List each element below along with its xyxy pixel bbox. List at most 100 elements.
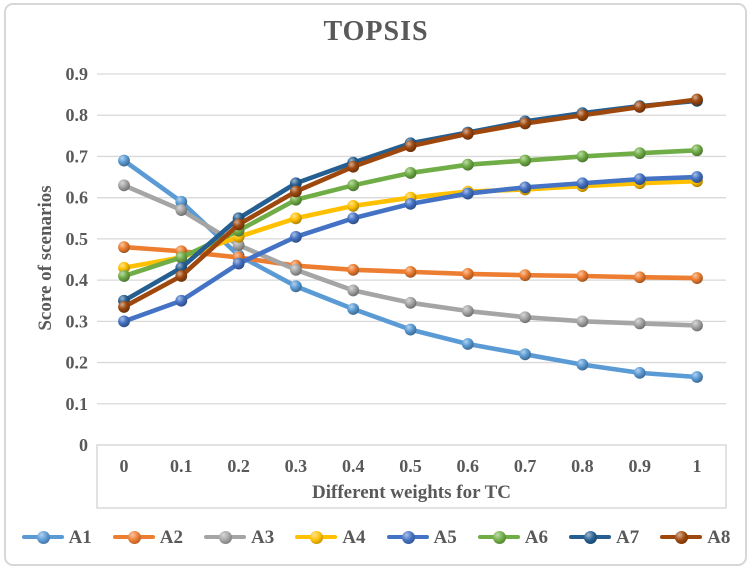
data-point-A5: [347, 212, 360, 225]
data-point-A8: [404, 140, 417, 153]
x-tick-label: 0.6: [457, 456, 480, 476]
data-point-A5: [404, 197, 417, 210]
legend-dot-icon: [36, 531, 50, 544]
data-point-A1: [404, 323, 417, 336]
legend-dot-icon: [492, 531, 506, 544]
legend-item-A8: A8: [660, 528, 730, 547]
data-point-A1: [519, 348, 531, 361]
data-point-A8: [232, 218, 245, 231]
x-tick-label: 0.1: [170, 456, 193, 476]
data-point-A2: [576, 270, 589, 282]
data-point-A8: [175, 270, 188, 282]
data-point-A6: [576, 150, 589, 163]
legend-item-A2: A2: [112, 526, 184, 548]
data-point-A3: [347, 284, 360, 297]
x-tick-label: 0.9: [628, 456, 651, 476]
data-point-A6: [633, 147, 646, 160]
x-tick-label: 0: [120, 456, 129, 476]
data-point-A5: [519, 181, 531, 194]
data-point-A1: [118, 154, 130, 167]
data-point-A3: [461, 305, 474, 317]
data-point-A1: [175, 195, 188, 208]
data-point-A1: [691, 371, 703, 383]
legend-dot-icon: [127, 531, 141, 544]
data-point-A3: [691, 319, 703, 332]
chart-title: TOPSIS: [323, 16, 429, 47]
data-point-A2: [404, 265, 417, 278]
data-point-A5: [461, 187, 474, 200]
data-point-A2: [633, 271, 646, 284]
legend-dot-icon: [583, 531, 597, 544]
legend-item-A1: A1: [21, 526, 92, 548]
legend-series-marker-icon: [21, 530, 64, 544]
data-point-A5: [232, 257, 245, 270]
legend-label: A2: [159, 526, 184, 548]
data-point-A2: [347, 263, 360, 276]
y-tick-label: 0.5: [66, 229, 89, 249]
data-point-A1: [290, 280, 302, 293]
data-point-A6: [461, 158, 474, 171]
legend-label: A8: [707, 526, 731, 548]
data-point-A3: [404, 296, 417, 309]
y-tick-label: 0: [79, 435, 88, 455]
data-point-A8: [347, 160, 360, 173]
data-point-A3: [118, 179, 130, 192]
x-axis-box: [96, 444, 727, 509]
data-point-A6: [118, 270, 130, 282]
legend-item-A5: A5: [386, 528, 457, 547]
chart-legend: A1 A2 A3 A4 A5 A6 A7 A8: [0, 520, 752, 554]
y-tick-label: 0.3: [66, 311, 89, 331]
x-tick-label: 0.7: [514, 456, 537, 476]
x-tick-label: 0.2: [227, 456, 250, 476]
legend-item-A3: A3: [204, 528, 274, 547]
data-point-A7: [290, 177, 302, 190]
data-point-A3: [290, 263, 302, 276]
legend-item-A7: A7: [568, 526, 640, 548]
legend-label: A1: [68, 526, 92, 548]
data-point-A1: [461, 338, 474, 350]
legend-series-marker-icon: [295, 530, 338, 544]
data-point-A6: [175, 251, 188, 264]
x-tick-label: 0.5: [399, 456, 422, 476]
data-point-A5: [633, 173, 646, 186]
data-point-A8: [691, 93, 703, 106]
data-point-A3: [232, 239, 245, 251]
data-point-A8: [576, 109, 589, 122]
y-tick-label: 0.8: [66, 105, 89, 125]
x-tick-label: 0.3: [285, 456, 308, 476]
data-point-A6: [519, 154, 531, 167]
data-point-A3: [519, 311, 531, 324]
legend-label: A3: [251, 526, 275, 548]
data-point-A5: [290, 230, 302, 243]
legend-label: A4: [342, 526, 366, 548]
legend-label: A7: [615, 526, 640, 548]
legend-series-marker-icon: [386, 530, 429, 544]
data-point-A8: [461, 127, 474, 140]
legend-dot-icon: [310, 531, 324, 544]
data-point-A3: [576, 315, 589, 328]
x-tick-label: 0.4: [342, 456, 365, 476]
y-tick-label: 0.6: [66, 188, 89, 208]
data-point-A8: [633, 101, 646, 113]
legend-item-A6: A6: [477, 526, 548, 548]
data-point-A6: [691, 144, 703, 157]
data-point-A1: [633, 366, 646, 379]
y-tick-label: 0.7: [66, 146, 89, 166]
legend-dot-icon: [401, 531, 415, 544]
data-point-A1: [576, 358, 589, 371]
legend-label: A6: [524, 526, 548, 548]
legend-series-marker-icon: [112, 530, 155, 544]
legend-dot-icon: [219, 531, 233, 544]
legend-series-marker-icon: [477, 530, 520, 544]
data-point-A5: [576, 177, 589, 190]
x-axis-title: Different weights for TC: [312, 482, 511, 503]
data-point-A2: [118, 241, 130, 254]
data-point-A5: [175, 294, 188, 307]
data-point-A4: [347, 200, 360, 212]
data-point-A6: [347, 179, 360, 192]
data-point-A8: [519, 117, 531, 130]
legend-dot-icon: [675, 531, 689, 544]
data-point-A3: [633, 317, 646, 330]
